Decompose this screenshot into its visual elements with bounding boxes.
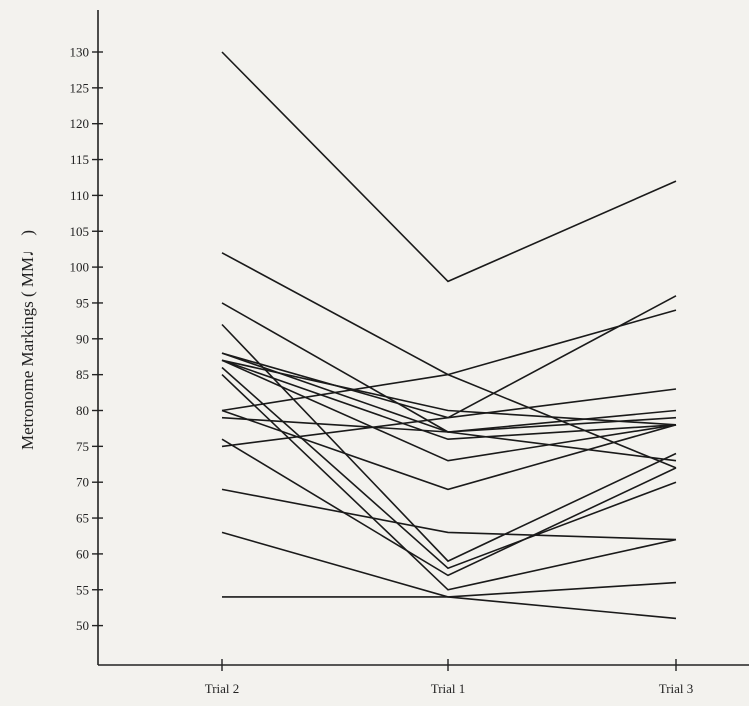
series-line: [221, 366, 677, 570]
y-tick-label: 130: [70, 45, 90, 60]
series-line: [221, 359, 677, 426]
series-line: [221, 374, 677, 591]
y-tick-label: 100: [70, 260, 90, 275]
y-axis-label: Metronome Markings ( MM♩ ): [18, 230, 37, 450]
x-tick-label: Trial 3: [659, 681, 694, 696]
y-tick-label: 125: [70, 80, 90, 95]
series-line: [221, 416, 677, 462]
y-tick-label: 105: [70, 224, 90, 239]
y-tick-label: 110: [70, 188, 89, 203]
x-tick-label: Trial 1: [431, 681, 466, 696]
y-tick-label: 80: [76, 403, 89, 418]
y-tick-label: 90: [76, 331, 89, 346]
series-line: [221, 309, 677, 412]
series-line: [221, 388, 677, 448]
series-line: [221, 51, 677, 283]
y-tick-label: 55: [76, 582, 89, 597]
series-lines: [221, 51, 677, 620]
y-tick-label: 120: [70, 116, 90, 131]
y-tick-label: 85: [76, 367, 89, 382]
series-line: [221, 323, 677, 563]
series-line: [221, 488, 677, 541]
series-line: [221, 302, 677, 433]
y-tick-label: 115: [70, 152, 89, 167]
y-tick-label: 75: [76, 439, 89, 454]
axis-labels: Metronome Markings ( MM♩ ): [18, 230, 37, 450]
x-tick-label: Trial 2: [205, 681, 240, 696]
y-tick-label: 70: [76, 475, 89, 490]
series-line: [222, 581, 677, 598]
y-tick-label: 65: [76, 511, 89, 526]
axes: 50 55 60 65 70 75 80 85 90 95 100 105 110 115 120 125 13…: [70, 10, 749, 696]
y-tick-label: 50: [76, 618, 89, 633]
series-line: [221, 359, 677, 441]
series-line: [221, 438, 677, 577]
y-tick-label: 60: [76, 546, 89, 561]
series-line: [221, 359, 677, 462]
y-tick-label: 95: [76, 295, 89, 310]
